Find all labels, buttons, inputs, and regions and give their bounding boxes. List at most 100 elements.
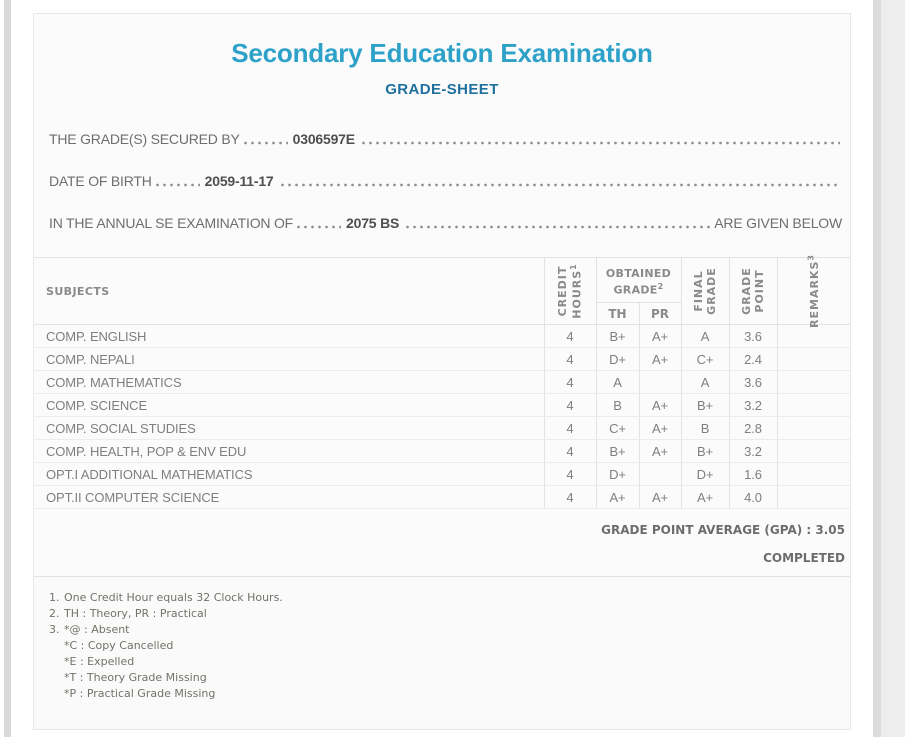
final-grade-cell: A+ (680, 485, 729, 509)
gpa-label: GRADE POINT AVERAGE (GPA) : (601, 523, 812, 537)
footnote-3-sub-item: *T : Theory Grade Missing (64, 671, 207, 684)
grade-sheet-card: Secondary Education Examination GRADE-SH… (33, 13, 851, 730)
credit-cell: 4 (543, 462, 596, 486)
secured-by-value: 0306597E (292, 131, 355, 147)
footnote-number: 1. (49, 591, 60, 604)
pr-header: PR (638, 302, 681, 325)
gpa-value: 3.05 (815, 523, 845, 537)
dotted-leader (278, 183, 840, 187)
final-grade-cell: C+ (680, 347, 729, 371)
pr-grade-cell: A+ (638, 347, 681, 371)
dotted-leader (404, 225, 713, 229)
remarks-cell (776, 485, 850, 509)
secured-by-line: THE GRADE(S) SECURED BY 0306597E (49, 131, 842, 147)
table-row: COMP. NEPALI 4 D+ A+ C+ 2.4 (34, 347, 850, 371)
right-edge-panel (881, 0, 905, 737)
credit-cell: 4 (543, 393, 596, 417)
info-section: THE GRADE(S) SECURED BY 0306597E DATE OF… (49, 131, 842, 231)
date-of-birth-label: DATE OF BIRTH (49, 173, 152, 189)
grade-point-cell: 3.6 (728, 324, 777, 348)
table-row: COMP. SCIENCE 4 B A+ B+ 3.2 (34, 393, 850, 417)
pr-grade-cell: A+ (638, 485, 681, 509)
grade-point-cell: 2.4 (728, 347, 777, 371)
credit-cell: 4 (543, 370, 596, 394)
remarks-cell (776, 462, 850, 486)
secured-by-label: THE GRADE(S) SECURED BY (49, 131, 240, 147)
date-of-birth-value: 2059-11-17 (204, 173, 274, 189)
grade-point-cell: 4.0 (728, 485, 777, 509)
th-grade-cell: D+ (595, 347, 639, 371)
credit-cell: 4 (543, 485, 596, 509)
credit-hours-line2: HOURS (570, 269, 584, 319)
footnote-text: *@ : Absent (64, 623, 130, 636)
examination-label: IN THE ANNUAL SE EXAMINATION OF (49, 215, 294, 231)
examination-line: IN THE ANNUAL SE EXAMINATION OF 2075 BS … (49, 215, 842, 231)
subject-cell: OPT.I ADDITIONAL MATHEMATICS (34, 462, 544, 486)
grade-point-header: GRADE POINT (728, 257, 777, 325)
remarks-cell (776, 370, 850, 394)
footnote-3-sub-item: *C : Copy Cancelled (64, 639, 174, 652)
final-grade-line1: FINAL (691, 270, 705, 312)
th-grade-cell: A+ (595, 485, 639, 509)
grade-point-cell: 1.6 (728, 462, 777, 486)
final-grade-cell: A (680, 324, 729, 348)
footnote-number: 3. (49, 623, 60, 636)
pr-grade-cell (638, 462, 681, 486)
dotted-leader (241, 141, 288, 145)
footnote-text: One Credit Hour equals 32 Clock Hours. (64, 591, 283, 604)
status-badge: COMPLETED (763, 551, 845, 565)
footnote-2: 2. TH : Theory, PR : Practical (49, 606, 850, 622)
obtained-grade-line2: GRADE (613, 283, 658, 297)
gpa-line: GRADE POINT AVERAGE (GPA) : 3.05 (34, 523, 845, 537)
subject-cell: COMP. ENGLISH (34, 324, 544, 348)
final-grade-cell: D+ (680, 462, 729, 486)
th-grade-cell: B (595, 393, 639, 417)
obtained-grade-header: OBTAINED GRADE2 (595, 257, 681, 303)
credit-cell: 4 (543, 324, 596, 348)
grades-table-body: COMP. ENGLISH 4 B+ A+ A 3.6 COMP. NEPALI… (34, 324, 850, 509)
th-grade-cell: B+ (595, 439, 639, 463)
right-edge-strip (873, 0, 881, 737)
examination-value: 2075 BS (346, 215, 400, 231)
table-row: COMP. ENGLISH 4 B+ A+ A 3.6 (34, 324, 850, 348)
final-grade-cell: B+ (680, 439, 729, 463)
th-grade-cell: B+ (595, 324, 639, 348)
pr-grade-cell (638, 370, 681, 394)
credit-hours-header: CREDIT HOURS1 (543, 257, 596, 325)
credit-hours-line1: CREDIT (555, 265, 569, 317)
subject-cell: COMP. SCIENCE (34, 393, 544, 417)
footnote-number: 2. (49, 607, 60, 620)
subject-cell: COMP. MATHEMATICS (34, 370, 544, 394)
footnote-text: TH : Theory, PR : Practical (64, 607, 207, 620)
dotted-leader (295, 225, 342, 229)
credit-cell: 4 (543, 416, 596, 440)
grade-point-line1: GRADE (739, 267, 753, 315)
remarks-label: REMARKS (807, 260, 821, 328)
final-grade-line2: GRADE (705, 267, 718, 315)
grade-point-cell: 3.2 (728, 393, 777, 417)
credit-cell: 4 (543, 439, 596, 463)
credit-cell: 4 (543, 347, 596, 371)
table-row: COMP. SOCIAL STUDIES 4 C+ A+ B 2.8 (34, 416, 850, 440)
subject-cell: COMP. SOCIAL STUDIES (34, 416, 544, 440)
final-grade-cell: A (680, 370, 729, 394)
th-grade-cell: C+ (595, 416, 639, 440)
obtained-grade-line1: OBTAINED (605, 266, 672, 280)
dotted-leader (153, 183, 200, 187)
table-row: OPT.I ADDITIONAL MATHEMATICS 4 D+ D+ 1.6 (34, 462, 850, 486)
left-edge-strip (4, 0, 11, 737)
remarks-cell (776, 439, 850, 463)
footnote-3: 3. *@ : Absent (49, 622, 850, 638)
th-grade-cell: A (595, 370, 639, 394)
remarks-header: REMARKS3 (776, 254, 850, 328)
remarks-cell (776, 324, 850, 348)
page-title: Secondary Education Examination (231, 38, 653, 68)
footnotes-section: 1. One Credit Hour equals 32 Clock Hours.… (34, 576, 850, 729)
footnote-3-sub-item: *E : Expelled (64, 655, 135, 668)
table-row: COMP. MATHEMATICS 4 A A 3.6 (34, 370, 850, 394)
date-of-birth-line: DATE OF BIRTH 2059-11-17 (49, 173, 842, 189)
remarks-cell (776, 416, 850, 440)
examination-suffix: ARE GIVEN BELOW (714, 215, 842, 231)
footnote-3-sub-item: *P : Practical Grade Missing (64, 687, 216, 700)
